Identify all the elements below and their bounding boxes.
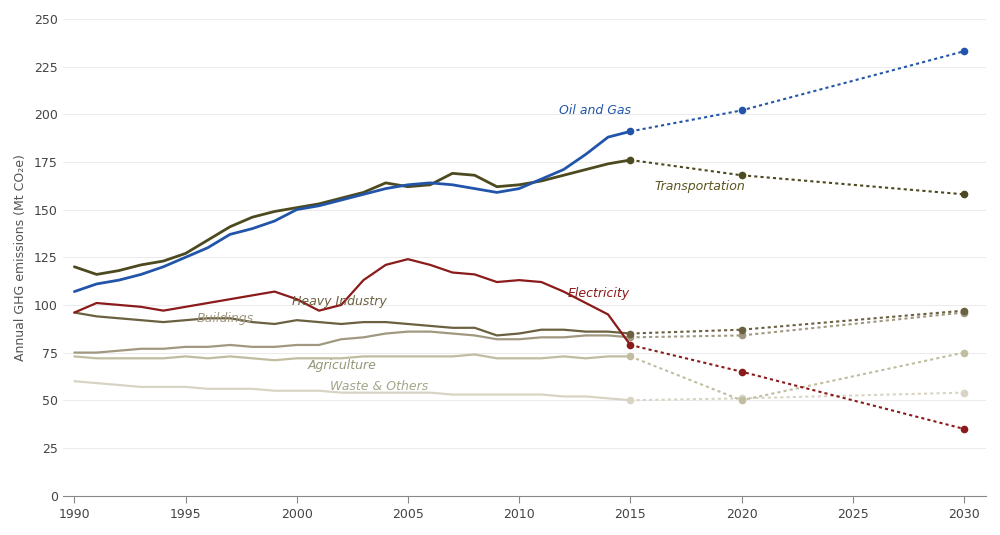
Text: Agriculture: Agriculture [308,360,377,372]
Y-axis label: Annual GHG emissions (Mt CO₂e): Annual GHG emissions (Mt CO₂e) [14,154,27,361]
Text: Transportation: Transportation [655,180,746,193]
Text: Buildings: Buildings [197,312,254,325]
Text: Heavy Industry: Heavy Industry [292,295,387,308]
Text: Electricity: Electricity [568,287,630,300]
Text: Oil and Gas: Oil and Gas [559,104,631,117]
Text: Waste & Others: Waste & Others [330,380,428,393]
